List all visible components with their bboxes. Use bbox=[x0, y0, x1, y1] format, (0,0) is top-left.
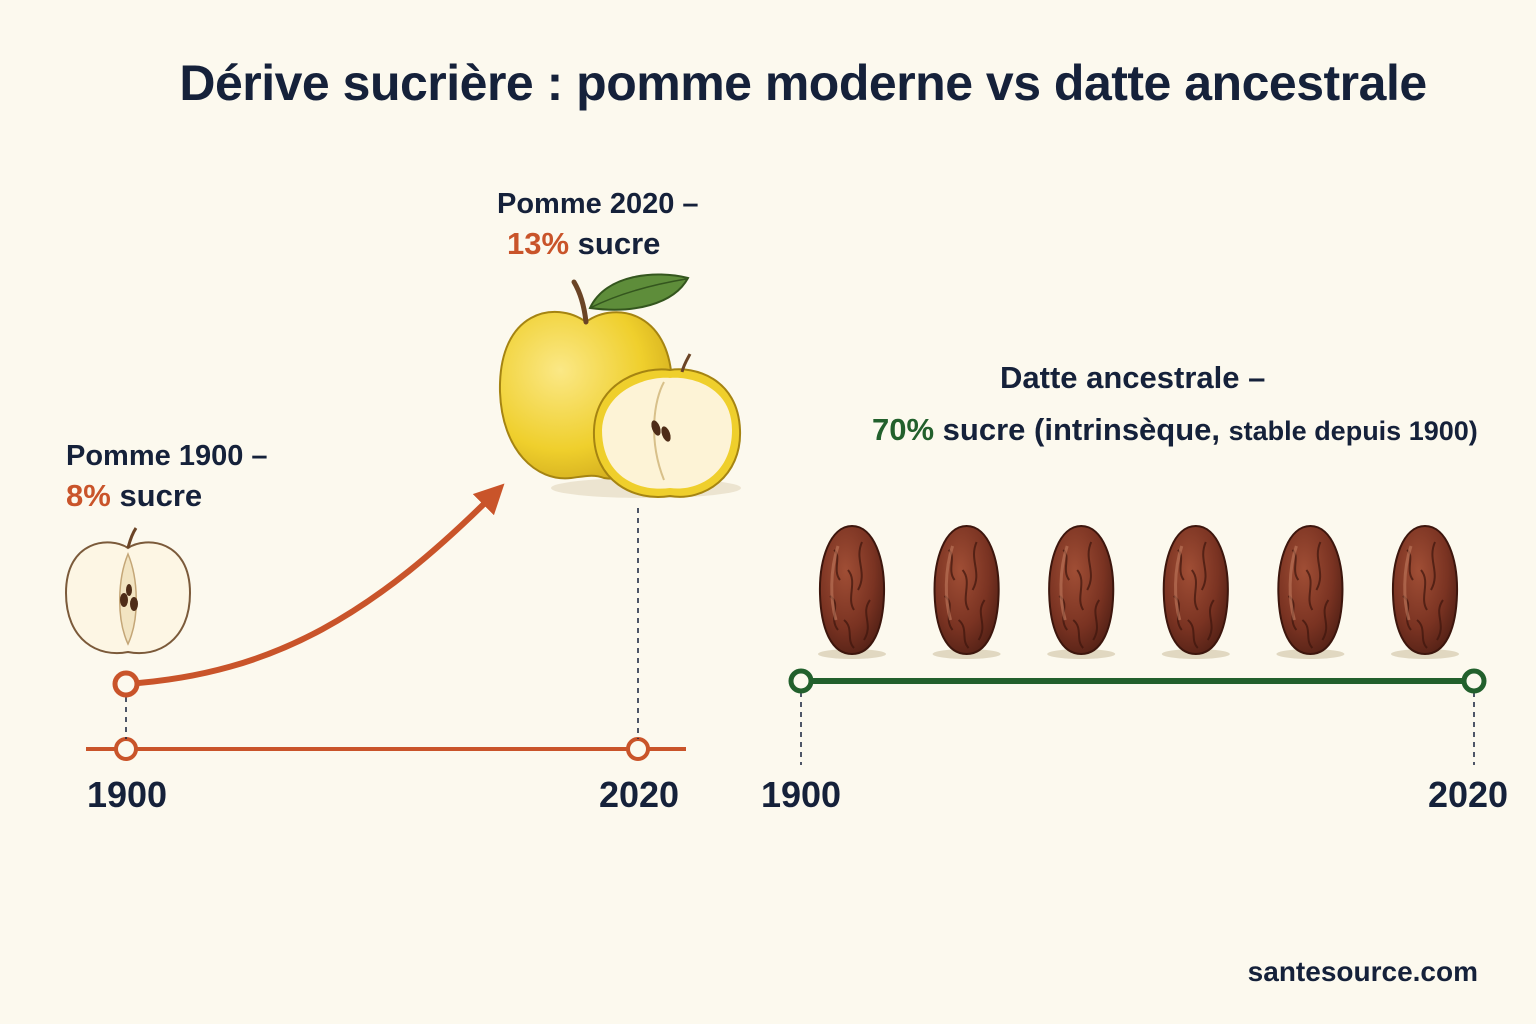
yellow-apple-icon bbox=[498, 273, 742, 498]
apple-1900-value: 8% bbox=[66, 477, 111, 513]
apple-trend-arrow bbox=[123, 483, 505, 687]
date-value: 70% bbox=[872, 412, 935, 448]
apple-2020-name: Pomme 2020 – bbox=[497, 188, 699, 220]
source-credit: santesource.com bbox=[1247, 956, 1478, 987]
apple-tick-2020: 2020 bbox=[598, 774, 680, 815]
date-fruit-icon bbox=[1276, 524, 1345, 659]
apple-2020-unit: sucre bbox=[577, 225, 661, 261]
date-name: Datte ancestrale – bbox=[1000, 360, 1266, 395]
apple-1900-unit: sucre bbox=[119, 477, 203, 513]
apple-axis-marker-2020 bbox=[626, 737, 650, 761]
dates-row bbox=[818, 524, 1459, 659]
apple-axis-marker-1900 bbox=[114, 737, 138, 761]
date-note: stable depuis 1900) bbox=[1228, 416, 1478, 447]
apple-2020-value: 13% bbox=[507, 225, 570, 261]
date-fruit-icon bbox=[1047, 524, 1116, 659]
apple-1900-label: Pomme 1900 – 8% sucre bbox=[66, 438, 268, 516]
half-apple-icon bbox=[64, 527, 192, 655]
date-fruit-icon bbox=[932, 524, 1001, 659]
date-label: Datte ancestrale – 70% sucre (intrinsèqu… bbox=[872, 358, 1478, 451]
apple-2020-label: Pomme 2020 – 13% sucre bbox=[497, 186, 699, 264]
apple-tick-1900: 1900 bbox=[86, 774, 168, 815]
date-unit: sucre (intrinsèque, bbox=[942, 412, 1221, 448]
apple-point-1900 bbox=[112, 670, 140, 698]
date-tick-1900: 1900 bbox=[760, 774, 842, 815]
date-fruit-icon bbox=[1161, 524, 1230, 659]
date-fruit-icon bbox=[818, 524, 886, 659]
date-tick-2020: 2020 bbox=[1427, 774, 1509, 815]
apple-1900-name: Pomme 1900 – bbox=[66, 440, 268, 472]
date-fruit-icon bbox=[1391, 524, 1459, 659]
chart-title: Dérive sucrière : pomme moderne vs datte… bbox=[179, 55, 1427, 111]
date-point-2020 bbox=[1461, 668, 1487, 694]
apple-axis bbox=[86, 737, 686, 761]
date-point-1900 bbox=[788, 668, 814, 694]
